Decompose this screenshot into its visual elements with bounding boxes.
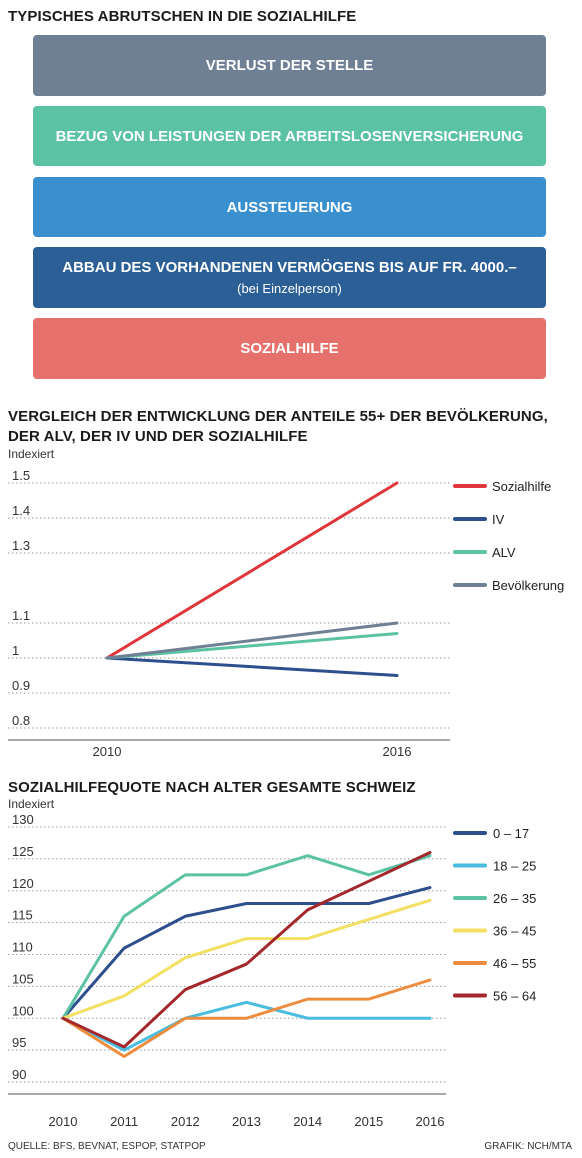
flow-step-sublabel: (bei Einzelperson) <box>237 281 342 296</box>
chart2-y-axis-label: Indexiert <box>8 797 55 811</box>
chart1-y-axis-label: Indexiert <box>8 447 55 461</box>
legend-label: ALV <box>492 545 516 560</box>
x-tick-label: 2011 <box>110 1114 138 1129</box>
x-tick-label: 2015 <box>354 1114 383 1129</box>
x-tick-label: 2013 <box>232 1114 261 1129</box>
y-tick-label: 100 <box>12 1003 34 1018</box>
flow-step-social-welfare: SOZIALHILFE <box>33 318 546 379</box>
y-tick-label: 1.3 <box>12 538 30 553</box>
x-tick-label: 2010 <box>93 744 122 759</box>
flow-step-unemployment-benefits: BEZUG VON LEISTUNGEN DER ARBEITSLOSENVER… <box>33 106 546 166</box>
y-tick-label: 115 <box>12 908 33 923</box>
flow-step-job-loss: VERLUST DER STELLE <box>33 35 546 96</box>
legend-label: Sozialhilfe <box>492 479 551 494</box>
flow-step-label: ABBAU DES VORHANDENEN VERMÖGENS BIS AUF … <box>62 259 517 276</box>
y-tick-label: 130 <box>12 812 34 827</box>
source-note: QUELLE: BFS, BEVNAT, ESPOP, STATPOP <box>8 1141 206 1152</box>
x-tick-label: 2016 <box>383 744 412 759</box>
series-line <box>61 898 432 1020</box>
series-line <box>61 978 432 1058</box>
flow-step-label: BEZUG VON LEISTUNGEN DER ARBEITSLOSENVER… <box>55 127 524 145</box>
x-tick-label: 2010 <box>49 1114 78 1129</box>
series-line <box>105 656 399 677</box>
y-tick-label: 95 <box>12 1035 26 1050</box>
y-tick-label: 125 <box>12 844 34 859</box>
legend-label: 56 – 64 <box>493 989 536 1004</box>
flow-step-label: SOZIALHILFE <box>240 340 339 357</box>
flow-step-label: VERLUST DER STELLE <box>205 57 374 74</box>
y-tick-label: 0.9 <box>12 678 30 693</box>
legend-label: 46 – 55 <box>493 956 536 971</box>
chart1-title: VERGLEICH DER ENTWICKLUNG DER ANTEILE 55… <box>8 408 548 445</box>
chart1-svg: 0.8 0.9 1 1.1 1.3 1.4 1.5 2010 2016 Sozialhilfe IV… <box>8 468 564 759</box>
flow-step-label: AUSSTEUERUNG <box>226 198 353 216</box>
y-tick-label: 1.5 <box>12 468 30 483</box>
x-tick-label: 2012 <box>171 1114 200 1129</box>
flow-step-asset-depletion: ABBAU DES VORHANDENEN VERMÖGENS BIS AUF … <box>33 247 546 308</box>
y-tick-label: 1.4 <box>12 503 30 518</box>
y-tick-label: 105 <box>12 971 34 986</box>
series-line <box>61 886 432 1020</box>
y-tick-label: 110 <box>12 940 33 955</box>
series-line <box>105 632 399 660</box>
series-line <box>105 481 399 660</box>
chart2-title: SOZIALHILFEQUOTE NACH ALTER GESAMTE SCHW… <box>8 779 416 796</box>
y-tick-label: 120 <box>12 876 34 891</box>
legend-label: 0 – 17 <box>493 826 529 841</box>
y-tick-label: 90 <box>12 1067 26 1082</box>
y-tick-label: 0.8 <box>12 713 30 728</box>
flow-step-benefit-exhaustion: AUSSTEUERUNG <box>33 177 546 237</box>
main-title: TYPISCHES ABRUTSCHEN IN DIE SOZIALHILFE <box>8 8 357 25</box>
series-line <box>61 854 432 1020</box>
legend-label: 36 – 45 <box>493 924 536 939</box>
legend-label: 18 – 25 <box>493 859 536 874</box>
chart2-svg: 90 95 100 105 110 115 120 125 130 2010 2011 2012 201… <box>8 812 536 1129</box>
graphic-credit: GRAFIK: NCH/MTA <box>484 1141 572 1152</box>
legend-label: Bevölkerung <box>492 578 564 593</box>
legend-label: IV <box>492 512 505 527</box>
x-tick-label: 2016 <box>416 1114 445 1129</box>
series-line <box>61 1000 432 1052</box>
y-tick-label: 1.1 <box>12 608 30 623</box>
x-tick-label: 2014 <box>293 1114 322 1129</box>
series-line <box>105 621 399 660</box>
y-tick-label: 1 <box>12 643 19 658</box>
legend-label: 26 – 35 <box>493 891 536 906</box>
series-line <box>61 851 432 1049</box>
